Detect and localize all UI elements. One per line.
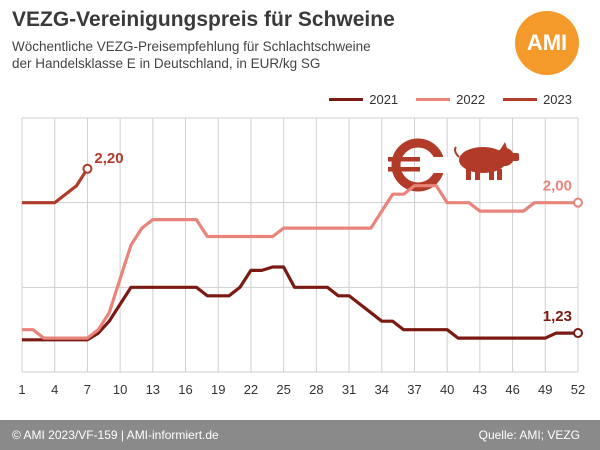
x-tick-label: 46 [505, 382, 519, 397]
legend: 2021 2022 2023 [329, 92, 572, 107]
chart-title: VEZG-Vereinigungspreis für Schweine [12, 8, 395, 31]
end-marker-2021 [573, 328, 583, 339]
x-tick-label: 1 [18, 382, 25, 397]
legend-label-2022: 2022 [456, 92, 486, 107]
subtitle-line-1: Wöchentliche VEZG-Preisempfehlung für Sc… [12, 39, 371, 54]
x-tick-label: 31 [342, 382, 356, 397]
x-tick-label: 28 [309, 382, 323, 397]
legend-item-2022: 2022 [416, 92, 485, 107]
end-label-2021: 1,23 [543, 308, 572, 325]
x-tick-label: 37 [407, 382, 421, 397]
line-chart: 1,23 2,00 2,20 1 4 7 10 13 16 19 22 25 28 31 34 37 40 43… [18, 117, 585, 397]
x-tick-label: 52 [571, 382, 585, 397]
footer: © AMI 2023/VF-159 | AMI-informiert.de Qu… [0, 420, 600, 450]
end-label-2022: 2,00 [543, 178, 572, 195]
label-layer: 1,23 2,00 2,20 [82, 150, 583, 339]
end-marker-2023 [82, 163, 93, 174]
footer-copyright: © AMI 2023/VF-159 | AMI-informiert.de [12, 428, 219, 442]
end-marker-2022 [573, 197, 583, 208]
x-tick-label: 7 [84, 382, 91, 397]
series-line-2022 [22, 184, 578, 340]
footer-source: Quelle: AMI; VEZG [478, 428, 580, 442]
x-tick-label: 22 [244, 382, 258, 397]
end-label-2023: 2,20 [94, 150, 123, 167]
series-line-2023 [22, 167, 89, 205]
tick-layer: 1 4 7 10 13 16 19 22 25 28 31 34 37 40 43 46 49 52 [18, 382, 585, 397]
subtitle-line-2: der Handelsklasse E in Deutschland, in E… [12, 56, 321, 71]
x-tick-label: 49 [538, 382, 552, 397]
chart-subtitle: Wöchentliche VEZG-Preisempfehlung für Sc… [12, 38, 452, 72]
icon-layer [388, 138, 519, 192]
x-tick-label: 4 [51, 382, 58, 397]
x-tick-label: 10 [113, 382, 127, 397]
legend-label-2021: 2021 [369, 92, 399, 107]
x-tick-label: 43 [473, 382, 487, 397]
ami-logo: AMI [515, 11, 579, 75]
euro-icon [388, 138, 448, 192]
x-tick-label: 25 [276, 382, 290, 397]
legend-swatch-2022 [416, 98, 451, 101]
x-tick-label: 34 [375, 382, 389, 397]
legend-item-2023: 2023 [503, 92, 572, 107]
legend-item-2021: 2021 [329, 92, 398, 107]
series-line-2021 [22, 265, 578, 342]
x-tick-label: 19 [211, 382, 225, 397]
x-tick-label: 40 [440, 382, 454, 397]
series-layer [22, 167, 578, 342]
logo-text: AMI [526, 30, 568, 55]
legend-swatch-2023 [503, 98, 538, 101]
x-tick-label: 13 [146, 382, 160, 397]
x-tick-label: 16 [178, 382, 192, 397]
legend-label-2023: 2023 [543, 92, 572, 107]
pig-icon [454, 142, 519, 180]
legend-swatch-2021 [329, 98, 364, 101]
